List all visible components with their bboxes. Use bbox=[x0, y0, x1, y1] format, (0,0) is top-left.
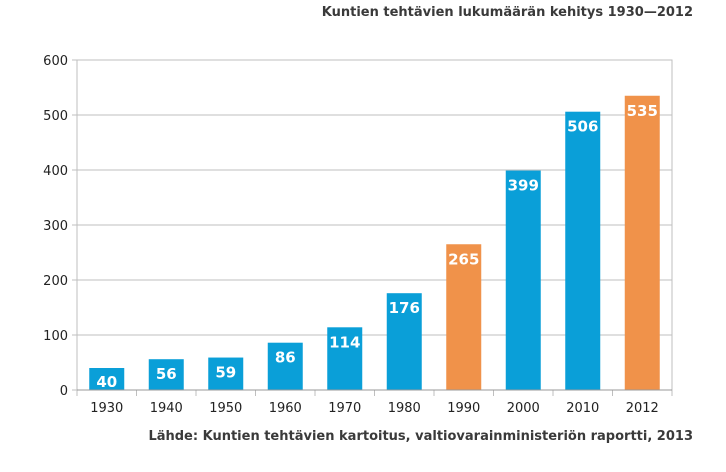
y-axis: 0 100 200 300 400 500 600 bbox=[43, 54, 77, 399]
y-tick-label: 100 bbox=[43, 329, 68, 344]
bars: 40 56 59 86 114 176 265 399 506 535 bbox=[89, 95, 660, 391]
bar-1970 bbox=[327, 327, 363, 390]
x-tick-label-1930: 1930 bbox=[90, 401, 123, 416]
x-tick-label-2010: 2010 bbox=[566, 401, 599, 416]
bar-2010 bbox=[565, 111, 601, 390]
x-tick-label-1950: 1950 bbox=[209, 401, 242, 416]
x-tick-label-2000: 2000 bbox=[507, 401, 540, 416]
bar-1980 bbox=[386, 293, 422, 390]
y-tick-label: 200 bbox=[43, 274, 68, 289]
x-tick-label-1980: 1980 bbox=[388, 401, 421, 416]
x-tick-label-1990: 1990 bbox=[447, 401, 480, 416]
x-tick-label-2012: 2012 bbox=[626, 401, 659, 416]
y-tick-label: 600 bbox=[43, 54, 68, 69]
x-tick-label-1970: 1970 bbox=[328, 401, 361, 416]
y-tick-label: 0 bbox=[60, 384, 68, 399]
chart-title: Kuntien tehtävien lukumäärän kehitys 193… bbox=[321, 5, 693, 20]
data-label-1930: 40 bbox=[96, 373, 117, 391]
bar-1940 bbox=[148, 359, 184, 390]
bar-1950 bbox=[208, 357, 244, 390]
bar-1960 bbox=[267, 342, 303, 390]
x-tick-label-1960: 1960 bbox=[269, 401, 302, 416]
data-label-2000: 399 bbox=[508, 177, 539, 195]
bar-1930 bbox=[89, 368, 125, 390]
data-label-1980: 176 bbox=[389, 299, 420, 317]
data-label-1940: 56 bbox=[156, 365, 177, 383]
data-label-2010: 506 bbox=[567, 118, 598, 136]
data-label-2012: 535 bbox=[627, 102, 658, 120]
y-tick-label: 300 bbox=[43, 219, 68, 234]
x-axis: 1930 1940 1950 1960 1970 1980 1990 2000 2010 2012 bbox=[76, 389, 673, 416]
source-note: Lähde: Kuntien tehtävien kartoitus, valt… bbox=[148, 429, 693, 444]
data-label-1970: 114 bbox=[329, 333, 360, 351]
bar-2000 bbox=[505, 170, 541, 390]
data-label-1950: 59 bbox=[215, 364, 236, 382]
y-tick-label: 400 bbox=[43, 164, 68, 179]
data-label-1960: 86 bbox=[275, 349, 296, 367]
bar-1990 bbox=[446, 244, 482, 390]
data-label-1990: 265 bbox=[448, 250, 479, 268]
x-tick-label-1940: 1940 bbox=[150, 401, 183, 416]
bar-2012 bbox=[624, 95, 660, 390]
y-tick-label: 500 bbox=[43, 109, 68, 124]
